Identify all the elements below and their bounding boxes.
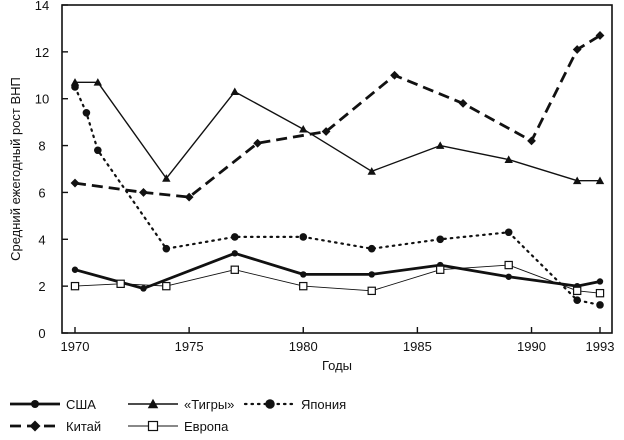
- series-tigers: [70, 78, 605, 185]
- data-point: [572, 286, 582, 296]
- data-point: [70, 78, 80, 86]
- y-tick-label: 0: [38, 326, 45, 341]
- x-axis-label: Годы: [322, 358, 352, 373]
- y-tick-label: 6: [38, 185, 45, 200]
- data-point: [367, 244, 376, 253]
- data-point: [596, 301, 604, 309]
- y-tick-label: 4: [38, 232, 45, 247]
- data-point: [367, 167, 376, 175]
- series-line: [74, 34, 601, 199]
- data-point: [116, 279, 125, 289]
- y-tick-label: 8: [38, 139, 45, 154]
- data-point: [595, 176, 605, 185]
- legend-label: Япония: [301, 397, 346, 412]
- legend-item-tigers: «Тигры»: [128, 397, 234, 412]
- x-tick-label: 1993: [586, 339, 615, 354]
- data-point: [162, 174, 171, 182]
- legend-swatch-marker: [31, 400, 39, 408]
- x-tick-label: 1990: [517, 339, 546, 354]
- legend-swatch-marker: [147, 398, 159, 409]
- data-point: [299, 233, 308, 241]
- data-point: [299, 124, 308, 133]
- series-europe: [70, 260, 605, 298]
- series-line: [74, 264, 601, 294]
- data-point: [71, 83, 79, 91]
- y-tick-label: 10: [35, 92, 49, 107]
- series-japan: [71, 83, 604, 309]
- x-tick-label: 1975: [175, 339, 204, 354]
- data-point: [140, 285, 147, 292]
- data-point: [504, 155, 513, 163]
- data-point: [162, 281, 171, 291]
- legend-swatch-marker: [265, 399, 275, 409]
- data-point: [162, 244, 171, 253]
- plot-frame: [61, 4, 613, 334]
- data-point: [82, 108, 91, 117]
- data-point: [367, 286, 376, 296]
- data-point: [300, 271, 307, 278]
- data-point: [390, 70, 399, 80]
- series-china: [70, 31, 605, 202]
- chart-axes: [61, 4, 613, 334]
- data-point: [505, 273, 512, 280]
- x-tick-label: 1970: [61, 339, 90, 354]
- data-point: [139, 188, 148, 197]
- data-point: [253, 138, 263, 148]
- legend-label: Европа: [184, 419, 229, 434]
- data-point: [504, 228, 513, 237]
- data-point: [458, 99, 468, 108]
- axis-ticks: 1970 1975 1980 1985 1990 1993 0 2 4 6 8 10 12 14: [35, 0, 615, 354]
- series-layer: [70, 31, 605, 309]
- data-point: [94, 146, 102, 155]
- legend: США «Тигры» Япония Китай Европа: [10, 397, 346, 434]
- data-point: [368, 271, 375, 278]
- data-point: [504, 260, 513, 270]
- x-tick-label: 1985: [403, 339, 432, 354]
- legend-item-usa: США: [10, 397, 96, 412]
- legend-item-china: Китай: [10, 419, 101, 434]
- data-point: [573, 296, 581, 305]
- data-point: [70, 281, 80, 291]
- data-point: [70, 178, 80, 188]
- data-point: [436, 265, 445, 274]
- series-line: [74, 251, 601, 290]
- series-line: [75, 81, 600, 182]
- data-point: [230, 233, 239, 241]
- x-tick-label: 1980: [289, 339, 318, 354]
- data-point: [436, 141, 445, 149]
- data-point: [184, 192, 194, 202]
- data-point: [596, 278, 604, 285]
- data-point: [230, 265, 239, 274]
- legend-swatch-marker: [29, 420, 41, 432]
- data-point: [93, 78, 103, 86]
- legend-label: «Тигры»: [184, 397, 234, 412]
- legend-item-europe: Европа: [128, 419, 229, 434]
- legend-label: Китай: [66, 419, 101, 434]
- data-point: [572, 45, 582, 54]
- data-point: [572, 176, 582, 185]
- data-point: [595, 288, 605, 298]
- y-tick-label: 2: [38, 279, 45, 294]
- legend-swatch-marker: [147, 420, 159, 432]
- data-point: [527, 136, 536, 146]
- y-tick-label: 12: [35, 45, 49, 60]
- data-point: [231, 250, 238, 257]
- y-tick-label: 14: [35, 0, 49, 13]
- series-line: [73, 85, 602, 306]
- data-point: [299, 281, 308, 291]
- data-point: [436, 235, 445, 244]
- data-point: [321, 127, 331, 136]
- legend-label: США: [66, 397, 96, 412]
- legend-item-japan: Япония: [243, 397, 346, 412]
- y-axis-label: Средний ежегодный рост ВНП: [8, 77, 23, 261]
- data-point: [595, 31, 605, 40]
- data-point: [230, 87, 239, 96]
- data-point: [71, 266, 79, 273]
